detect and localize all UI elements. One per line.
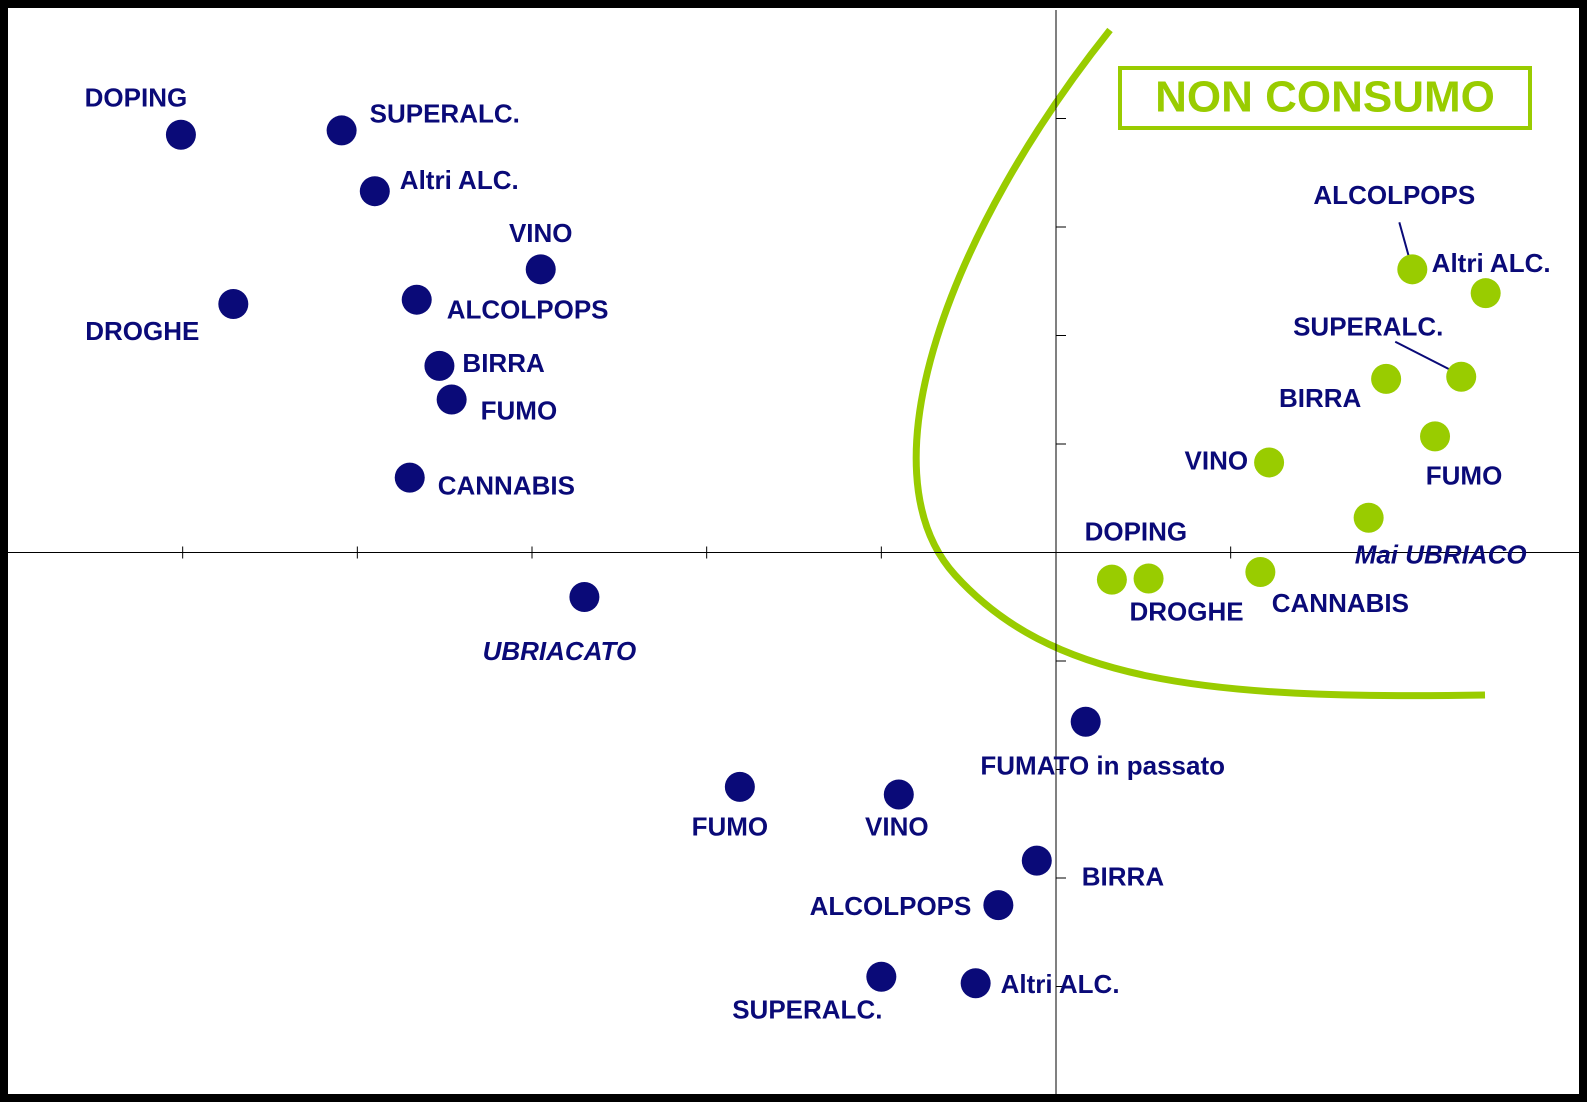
point-label: ALCOLPOPS	[810, 891, 972, 921]
point	[394, 462, 425, 493]
point	[1371, 363, 1402, 394]
point	[983, 890, 1014, 921]
point-label: DOPING	[1085, 517, 1188, 547]
point-label: FUMO	[481, 395, 558, 425]
point	[569, 581, 600, 612]
point-label: CANNABIS	[438, 471, 575, 501]
point-label: FUMATO in passato	[980, 751, 1225, 781]
point	[436, 384, 467, 415]
point	[1096, 564, 1127, 595]
point-label: BIRRA	[462, 348, 545, 378]
point	[1070, 706, 1101, 737]
point	[1420, 421, 1451, 452]
point-label: FUMO	[1426, 460, 1503, 490]
point-label: VINO	[865, 811, 929, 841]
point	[401, 284, 432, 315]
point	[1353, 502, 1384, 533]
point-label: SUPERALC.	[1293, 312, 1443, 342]
point	[1446, 361, 1477, 392]
point-label: VINO	[509, 218, 573, 248]
point-label: Altri ALC.	[400, 165, 519, 195]
point-label: SUPERALC.	[732, 995, 882, 1025]
annotation: NON CONSUMO	[1155, 73, 1495, 122]
point	[866, 961, 897, 992]
point-label: BIRRA	[1082, 862, 1165, 892]
point-label: Altri ALC.	[1001, 969, 1120, 999]
boundary-curve	[912, 27, 1486, 700]
point-label: VINO	[1185, 445, 1249, 475]
point-label: DROGHE	[1130, 596, 1244, 626]
point	[165, 119, 196, 150]
point-label: ALCOLPOPS	[1313, 180, 1475, 210]
point	[960, 968, 991, 999]
point-label: ALCOLPOPS	[447, 295, 609, 325]
point-label: DROGHE	[85, 316, 199, 346]
point	[883, 779, 914, 810]
point	[359, 176, 390, 207]
point	[1254, 447, 1285, 478]
point	[1133, 563, 1164, 594]
point	[1245, 557, 1276, 588]
point	[724, 771, 755, 802]
point-label: Mai UBRIACO	[1355, 540, 1527, 570]
point-label: BIRRA	[1279, 383, 1362, 413]
point	[424, 350, 455, 381]
point	[525, 254, 556, 285]
point-label: Altri ALC.	[1432, 248, 1551, 278]
point	[326, 115, 357, 146]
point-label: CANNABIS	[1272, 588, 1409, 618]
point	[1021, 845, 1052, 876]
leader-line	[1394, 340, 1451, 371]
point	[1470, 278, 1501, 309]
annotation-box	[1118, 66, 1532, 130]
point-label: DOPING	[85, 83, 188, 113]
point	[218, 289, 249, 320]
point-label: FUMO	[692, 812, 769, 842]
leader-line	[1398, 222, 1411, 259]
point-label: UBRIACATO	[483, 636, 637, 666]
point	[1397, 254, 1428, 285]
point-label: SUPERALC.	[370, 98, 520, 128]
